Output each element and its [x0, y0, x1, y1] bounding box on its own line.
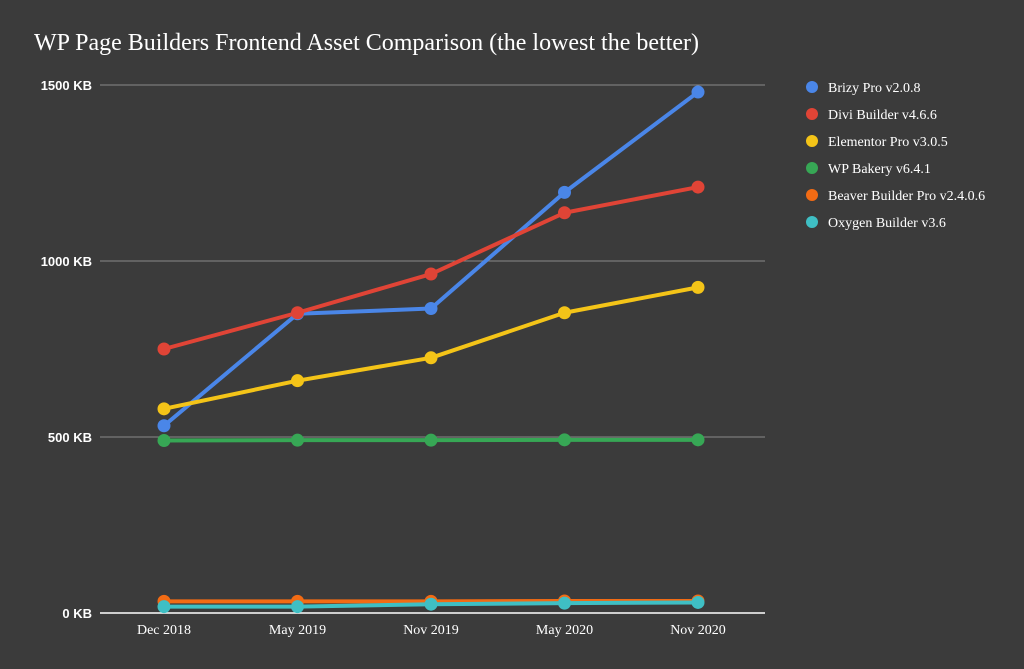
legend-label: Oxygen Builder v3.6: [828, 216, 946, 231]
legend-label: WP Bakery v6.4.1: [828, 162, 931, 177]
legend-marker: [806, 108, 818, 120]
data-point: [424, 433, 438, 447]
legend-label: Beaver Builder Pro v2.4.0.6: [828, 189, 985, 204]
legend-label: Brizy Pro v2.0.8: [828, 81, 921, 96]
data-point: [157, 434, 171, 448]
data-point: [157, 342, 171, 356]
data-point: [558, 185, 571, 199]
data-point: [558, 596, 571, 610]
legend-marker: [806, 135, 818, 147]
data-point: [291, 433, 304, 447]
y-tick-label: 0 KB: [62, 606, 92, 621]
data-point: [558, 306, 571, 320]
data-point: [291, 600, 304, 614]
legend-label: Elementor Pro v3.0.5: [828, 135, 948, 150]
data-point: [424, 597, 438, 611]
data-point: [291, 306, 304, 320]
data-point: [691, 595, 705, 609]
data-point: [157, 600, 171, 614]
data-point: [157, 402, 171, 416]
chart-title: WP Page Builders Frontend Asset Comparis…: [34, 30, 700, 56]
data-point: [424, 267, 438, 281]
legend-marker: [806, 216, 818, 228]
data-point: [291, 374, 304, 388]
legend-label: Divi Builder v4.6.6: [828, 108, 937, 123]
data-point: [424, 351, 438, 365]
x-tick-label: May 2019: [269, 623, 326, 638]
x-tick-label: Dec 2018: [137, 623, 191, 638]
data-point: [424, 302, 438, 316]
y-tick-label: 500 KB: [48, 430, 92, 445]
legend-marker: [806, 162, 818, 174]
x-tick-label: Nov 2019: [403, 623, 459, 638]
y-tick-label: 1500 KB: [41, 78, 92, 93]
data-point: [157, 419, 171, 433]
data-point: [558, 433, 571, 447]
x-tick-label: Nov 2020: [670, 623, 726, 638]
legend-marker: [806, 189, 818, 201]
legend-marker: [806, 81, 818, 93]
data-point: [691, 280, 705, 294]
y-tick-label: 1000 KB: [41, 254, 92, 269]
data-point: [691, 85, 705, 99]
data-point: [691, 433, 705, 447]
x-tick-label: May 2020: [536, 623, 593, 638]
data-point: [691, 180, 705, 194]
data-point: [558, 206, 571, 220]
series-line: [162, 90, 700, 428]
